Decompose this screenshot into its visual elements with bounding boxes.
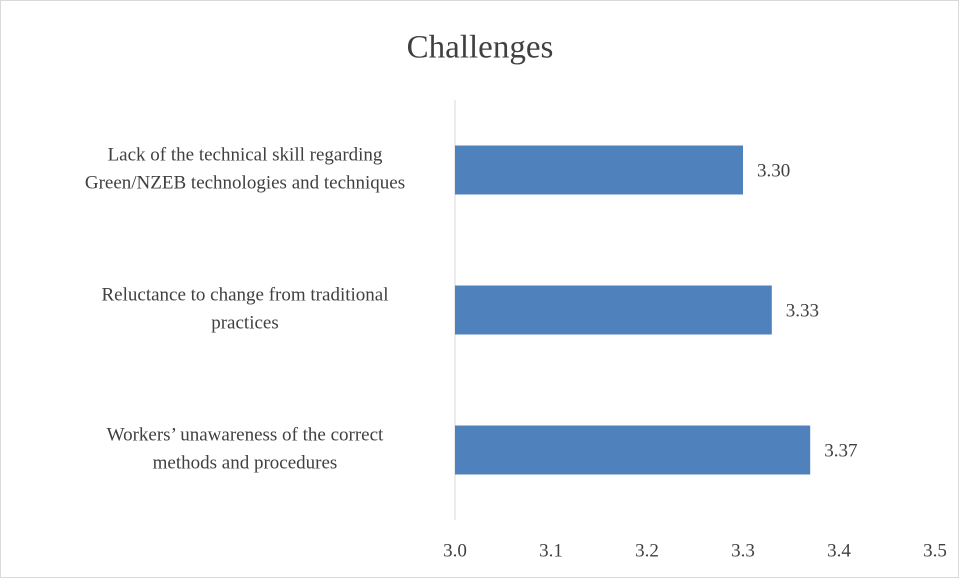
- data-label: 3.37: [824, 440, 857, 461]
- x-tick-label: 3.1: [539, 540, 563, 561]
- y-tick-label: Lack of the technical skill regarding: [108, 144, 383, 165]
- data-label: 3.33: [786, 300, 819, 321]
- y-tick-label: Reluctance to change from traditional: [102, 284, 389, 305]
- x-tick-label: 3.2: [635, 540, 659, 561]
- x-tick-label: 3.3: [731, 540, 755, 561]
- bar: [455, 285, 772, 335]
- x-tick-label: 3.0: [443, 540, 467, 561]
- chart-title: Challenges: [407, 30, 554, 66]
- y-tick-label: practices: [211, 312, 279, 333]
- data-label: 3.30: [757, 160, 790, 181]
- bar: [455, 425, 811, 475]
- y-tick-label: Green/NZEB technologies and techniques: [85, 172, 405, 193]
- y-tick-label: methods and procedures: [153, 452, 338, 473]
- y-tick-label: Workers’ unawareness of the correct: [107, 424, 384, 445]
- x-tick-label: 3.5: [923, 540, 947, 561]
- x-tick-label: 3.4: [827, 540, 851, 561]
- bar: [455, 145, 743, 195]
